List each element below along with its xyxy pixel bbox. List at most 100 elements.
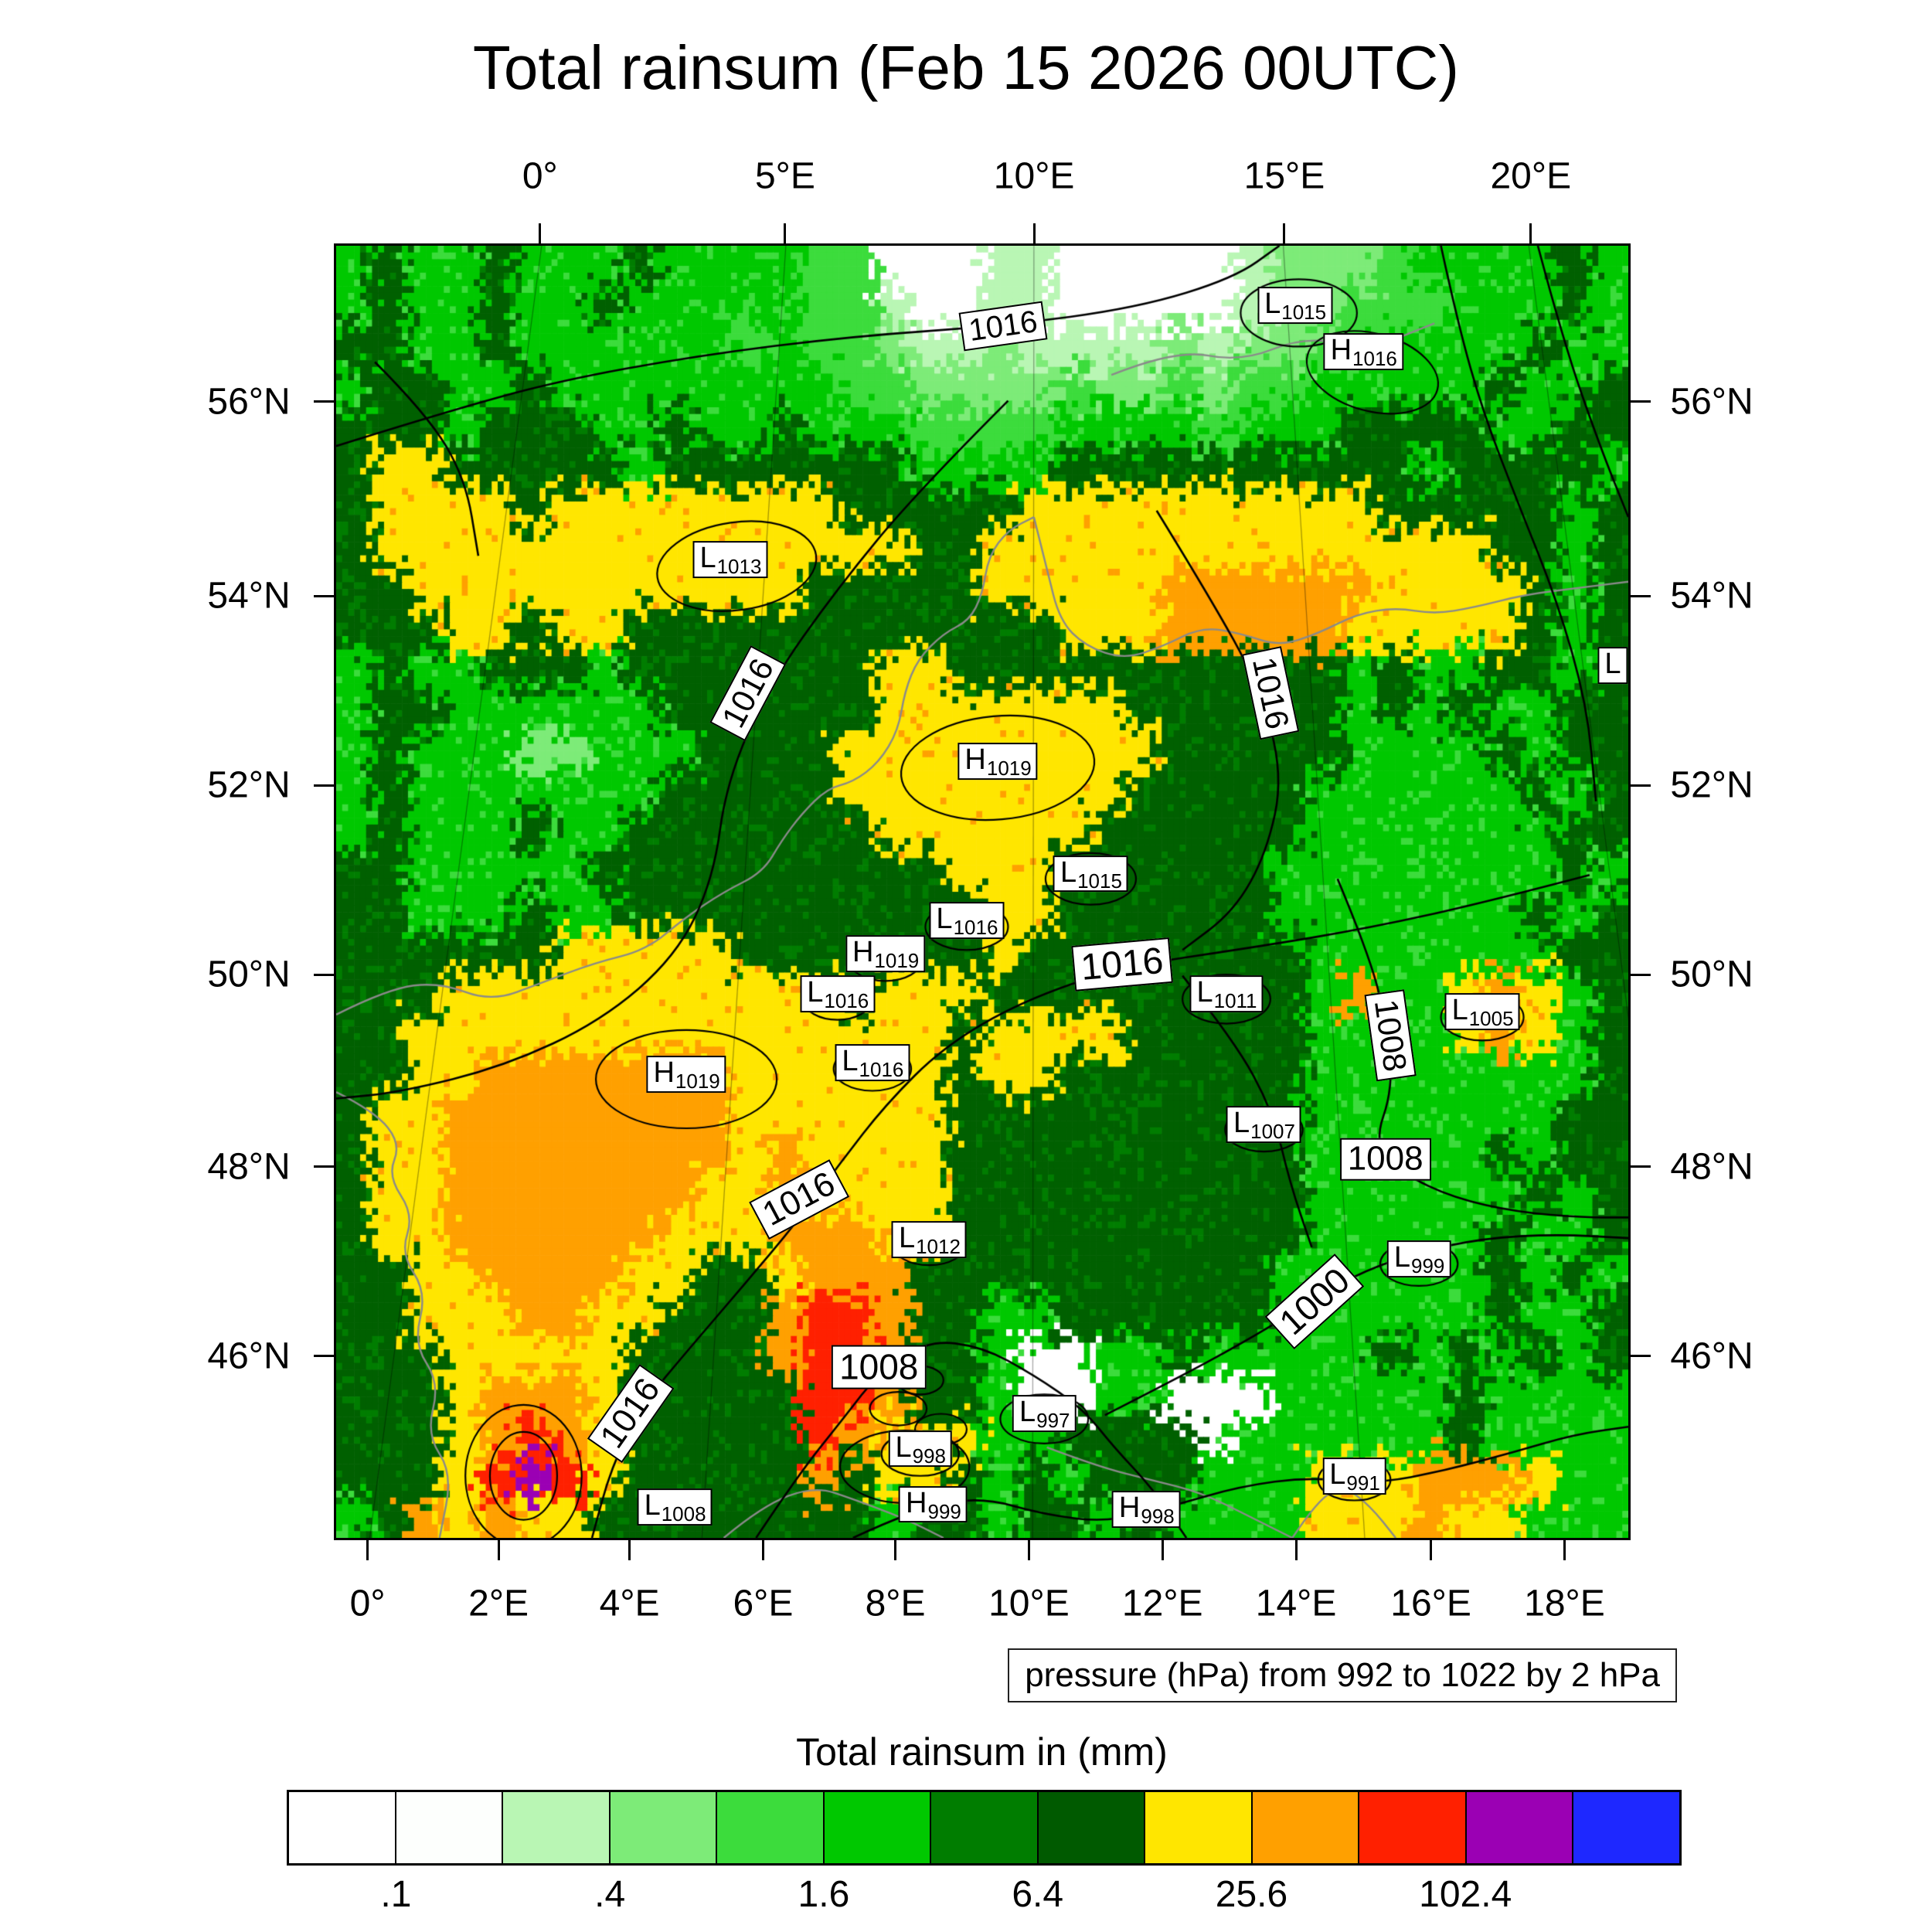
pressure-center-letter: L <box>1604 648 1621 681</box>
map-area: L1015 H1016 L1013 L H1019 L1015 L1016 H1019 L101… <box>334 243 1631 1540</box>
pressure-center-letter: L <box>807 976 824 1009</box>
lat-tick-label-left: 56°N <box>207 381 291 423</box>
colorbar-segment-11 <box>1466 1792 1574 1863</box>
lon-tick-label-bottom: 16°E <box>1390 1583 1471 1624</box>
colorbar-segment-9 <box>1252 1792 1360 1863</box>
lat-tick-label-right: 54°N <box>1670 575 1753 617</box>
colorbar-segment-10 <box>1359 1792 1467 1863</box>
isobar-value-label-1016: 1016 <box>1070 937 1173 992</box>
axis-tick <box>1631 973 1651 976</box>
axis-tick <box>1032 223 1036 243</box>
colorbar-segment-4 <box>717 1792 825 1863</box>
axis-tick <box>1631 1355 1651 1358</box>
pressure-center-l-1007: L1007 <box>1226 1106 1301 1143</box>
axis-tick <box>894 1540 897 1560</box>
pressure-center-l-1012: L1012 <box>891 1220 967 1258</box>
lat-tick-label-left: 50°N <box>207 954 291 995</box>
lat-tick-label-left: 54°N <box>207 575 291 617</box>
axis-tick <box>539 223 542 243</box>
pressure-center-h-1019: H1019 <box>646 1055 726 1093</box>
isobar-value-label-1016: 1016 <box>1241 645 1300 740</box>
pressure-center-value: 998 <box>1141 1505 1175 1529</box>
pressure-center-value: 1007 <box>1250 1120 1295 1144</box>
axis-tick <box>314 594 334 597</box>
lat-tick-label-right: 50°N <box>1670 954 1753 995</box>
lon-tick-label-top: 15°E <box>1243 155 1325 197</box>
axis-tick <box>1027 1540 1030 1560</box>
pressure-center-letter: H <box>906 1486 927 1519</box>
lon-tick-label-bottom: 18°E <box>1524 1583 1605 1624</box>
colorbar-threshold-label: 6.4 <box>1012 1874 1064 1915</box>
pressure-center-l-1016: L1016 <box>835 1043 910 1081</box>
pressure-center-letter: H <box>1330 334 1352 367</box>
pressure-center-l-1011: L1011 <box>1189 975 1264 1013</box>
pressure-center-h-1019: H1019 <box>845 935 926 973</box>
axis-tick <box>314 784 334 787</box>
lon-tick-label-bottom: 4°E <box>599 1583 660 1624</box>
colorbar-segment-12 <box>1573 1792 1679 1863</box>
colorbar-threshold-label: 1.6 <box>798 1874 850 1915</box>
pressure-center-l-1016: L1016 <box>800 975 876 1013</box>
pressure-center-l-edge: L <box>1597 647 1628 685</box>
colorbar-segment-6 <box>931 1792 1039 1863</box>
lon-tick-label-bottom: 0° <box>349 1583 386 1624</box>
axis-tick <box>1631 784 1651 787</box>
pressure-center-value: 1016 <box>1352 347 1397 371</box>
colorbar-segment-7 <box>1038 1792 1146 1863</box>
lon-tick-label-top: 10°E <box>993 155 1075 197</box>
axis-tick <box>761 1540 764 1560</box>
pressure-center-value: 999 <box>927 1499 961 1523</box>
pressure-center-value: 991 <box>1346 1471 1380 1495</box>
pressure-center-value: 1019 <box>874 949 920 973</box>
colorbar-segment-5 <box>824 1792 932 1863</box>
pressure-center-h-1019: H1019 <box>957 743 1038 781</box>
pressure-center-value: 1019 <box>986 757 1032 781</box>
colorbar-segment-2 <box>503 1792 611 1863</box>
colorbar-threshold-label: .1 <box>380 1874 412 1915</box>
pressure-center-letter: L <box>1264 287 1281 321</box>
pressure-center-letter: L <box>1393 1240 1410 1274</box>
pressure-center-value: 1019 <box>675 1069 720 1093</box>
pressure-center-letter: L <box>1196 976 1213 1009</box>
pressure-center-letter: H <box>1118 1492 1141 1525</box>
rainfall-map-canvas <box>336 246 1628 1538</box>
pressure-center-letter: L <box>895 1430 912 1464</box>
pressure-center-l-1015: L1015 <box>1053 855 1128 893</box>
lat-tick-label-right: 52°N <box>1670 764 1753 806</box>
pressure-center-letter: L <box>936 902 953 935</box>
isobar-value-label-1016: 1016 <box>958 301 1048 351</box>
lat-tick-label-right: 48°N <box>1670 1146 1753 1188</box>
pressure-center-value: 1015 <box>1077 869 1122 893</box>
pressure-center-letter: L <box>1329 1458 1346 1491</box>
isobar-value-label-1008: 1008 <box>832 1345 927 1389</box>
pressure-center-value: 999 <box>1411 1253 1445 1277</box>
axis-tick <box>497 1540 500 1560</box>
isobar-value-label-1016: 1016 <box>748 1159 849 1240</box>
lon-tick-label-top: 20°E <box>1490 155 1572 197</box>
map-label-layer: L1015 H1016 L1013 L H1019 L1015 L1016 H1019 L101… <box>336 246 1628 1538</box>
pressure-center-value: 1008 <box>661 1502 706 1526</box>
colorbar <box>287 1790 1682 1866</box>
colorbar-title: Total rainsum in (mm) <box>796 1730 1168 1774</box>
axis-tick <box>1161 1540 1164 1560</box>
pressure-center-letter: H <box>964 743 986 777</box>
axis-tick <box>1283 223 1286 243</box>
pressure-center-h-1016: H1016 <box>1323 333 1403 371</box>
axis-tick <box>1631 1165 1651 1168</box>
axis-tick <box>1631 400 1651 403</box>
isobar-value-label-1000: 1000 <box>1264 1253 1365 1350</box>
pressure-center-l-997: L997 <box>1012 1395 1077 1433</box>
pressure-center-h-999: H999 <box>899 1485 968 1523</box>
isobar-value-label-1016: 1016 <box>709 645 787 741</box>
lon-tick-label-bottom: 12°E <box>1121 1583 1203 1624</box>
pressure-center-value: 1016 <box>824 989 869 1013</box>
axis-tick <box>314 400 334 403</box>
pressure-center-value: 1016 <box>859 1057 904 1081</box>
pressure-center-letter: L <box>1019 1396 1036 1429</box>
axis-tick <box>1430 1540 1433 1560</box>
lat-tick-label-left: 52°N <box>207 764 291 806</box>
pressure-center-value: 1015 <box>1281 301 1327 325</box>
pressure-center-value: 1016 <box>953 915 998 939</box>
lat-tick-label-right: 46°N <box>1670 1335 1753 1377</box>
pressure-center-value: 1011 <box>1213 989 1257 1013</box>
